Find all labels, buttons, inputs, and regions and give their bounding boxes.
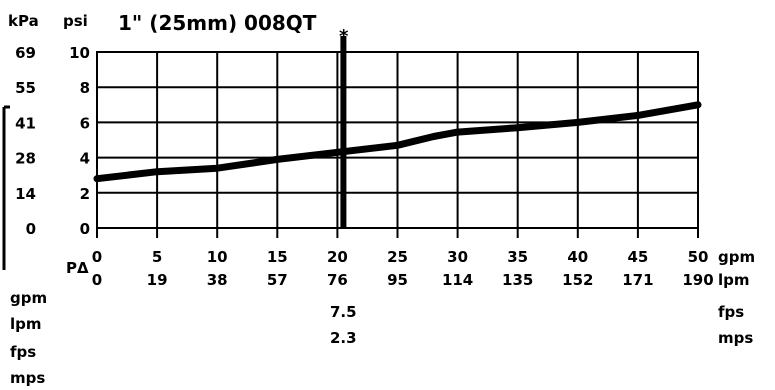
x-tick-label-gpm: 0	[92, 248, 102, 266]
x-tick-label-gpm: 5	[152, 248, 162, 266]
axis-labels: 0051910381557207625953011435135401524517…	[15, 44, 714, 289]
y-tick-label-psi: 8	[80, 79, 90, 97]
x-tick-label-lpm: 76	[327, 271, 348, 289]
y-tick-label-kpa: 41	[15, 114, 36, 132]
x-tick-label-gpm: 15	[267, 248, 288, 266]
axis-ticks	[96, 228, 699, 238]
x-tick-label-gpm: 25	[387, 248, 408, 266]
y-tick-label-kpa: 69	[15, 44, 36, 62]
x-tick-label-lpm: 38	[207, 271, 228, 289]
right-unit-gpm: gpm	[718, 248, 755, 266]
right-unit-fps: fps	[718, 303, 744, 321]
right-unit-mps: mps	[718, 329, 753, 347]
x-tick-label-lpm: 0	[92, 271, 102, 289]
y-tick-label-kpa: 14	[15, 185, 36, 203]
x-tick-label-gpm: 40	[567, 248, 588, 266]
chart-grid	[96, 51, 699, 229]
chart-title: 1" (25mm) 008QT	[118, 11, 317, 35]
psi-unit-label: psi	[63, 12, 88, 30]
x-tick-label-lpm: 190	[682, 271, 713, 289]
y-tick-label-psi: 0	[80, 220, 90, 238]
pressure-drop-symbol: PΔ	[66, 259, 89, 277]
x-tick-label-gpm: 20	[327, 248, 348, 266]
right-unit-lpm: lpm	[718, 271, 750, 289]
y-tick-label-psi: 10	[69, 44, 90, 62]
x-tick-label-lpm: 171	[622, 271, 653, 289]
x-tick-label-lpm: 114	[442, 271, 473, 289]
x-tick-label-lpm: 19	[147, 271, 168, 289]
x-tick-label-gpm: 30	[447, 248, 468, 266]
left-unit-mps: mps	[10, 369, 45, 387]
y-tick-label-kpa: 28	[15, 150, 36, 168]
x-tick-label-gpm: 50	[688, 248, 709, 266]
x-tick-label-lpm: 135	[502, 271, 533, 289]
x-tick-label-lpm: 152	[562, 271, 593, 289]
left-unit-gpm: gpm	[10, 289, 47, 307]
x-tick-label-lpm: 57	[267, 271, 288, 289]
marker-fps-value: 7.5	[330, 303, 357, 321]
kpa-unit-label: kPa	[8, 12, 39, 30]
series-line	[93, 101, 702, 183]
y-tick-label-kpa: 0	[26, 220, 36, 238]
x-tick-label-gpm: 10	[207, 248, 228, 266]
x-tick-label-gpm: 35	[507, 248, 528, 266]
y-tick-label-psi: 2	[80, 185, 90, 203]
y-tick-label-kpa: 55	[15, 79, 36, 97]
x-tick-label-gpm: 45	[627, 248, 648, 266]
marker-mps-value: 2.3	[330, 329, 357, 347]
x-tick-label-lpm: 95	[387, 271, 408, 289]
left-unit-lpm: lpm	[10, 315, 42, 333]
y-tick-label-psi: 6	[80, 114, 90, 132]
plot-frame	[96, 51, 699, 229]
left-unit-fps: fps	[10, 343, 36, 361]
y-tick-label-psi: 4	[80, 150, 90, 168]
